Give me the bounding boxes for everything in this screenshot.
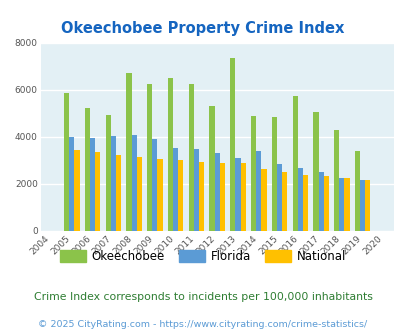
Bar <box>152 139 157 231</box>
Bar <box>250 116 256 231</box>
Bar <box>126 74 131 231</box>
Bar <box>64 93 69 231</box>
Bar <box>95 152 100 231</box>
Bar <box>74 150 79 231</box>
Bar <box>214 153 219 231</box>
Bar <box>188 84 193 231</box>
Bar <box>116 154 121 231</box>
Bar <box>136 157 141 231</box>
Bar <box>230 58 235 231</box>
Bar <box>209 106 214 231</box>
Bar <box>339 178 343 231</box>
Bar <box>256 151 261 231</box>
Bar <box>85 108 90 231</box>
Text: Crime Index corresponds to incidents per 100,000 inhabitants: Crime Index corresponds to incidents per… <box>34 292 371 302</box>
Bar <box>276 164 281 231</box>
Bar <box>281 172 287 231</box>
Bar <box>173 148 178 231</box>
Bar <box>178 160 183 231</box>
Bar <box>261 169 266 231</box>
Bar <box>147 84 152 231</box>
Bar <box>167 78 173 231</box>
Bar <box>157 159 162 231</box>
Bar <box>297 168 302 231</box>
Bar <box>313 112 318 231</box>
Bar <box>90 138 95 231</box>
Bar <box>343 178 349 231</box>
Bar <box>323 176 328 231</box>
Legend: Okeechobee, Florida, National: Okeechobee, Florida, National <box>55 245 350 268</box>
Bar <box>302 175 307 231</box>
Bar <box>240 163 245 231</box>
Bar <box>219 163 224 231</box>
Bar <box>359 181 364 231</box>
Text: Okeechobee Property Crime Index: Okeechobee Property Crime Index <box>61 21 344 36</box>
Text: © 2025 CityRating.com - https://www.cityrating.com/crime-statistics/: © 2025 CityRating.com - https://www.city… <box>38 320 367 329</box>
Bar <box>111 136 116 231</box>
Bar <box>318 172 323 231</box>
Bar <box>354 151 359 231</box>
Bar <box>131 135 136 231</box>
Bar <box>105 115 111 231</box>
Bar <box>292 96 297 231</box>
Bar <box>271 117 276 231</box>
Bar <box>198 162 204 231</box>
Bar <box>69 137 74 231</box>
Bar <box>193 149 198 231</box>
Bar <box>333 130 339 231</box>
Bar <box>235 158 240 231</box>
Bar <box>364 181 369 231</box>
